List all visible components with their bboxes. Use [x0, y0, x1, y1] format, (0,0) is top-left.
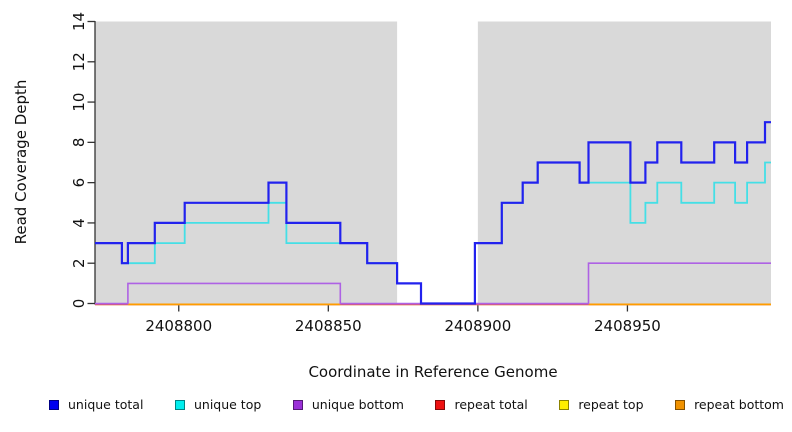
x-tick-label: 2408800 — [145, 317, 212, 335]
x-axis: 2408800 2408850 2408900 2408950 — [145, 304, 661, 335]
legend-swatch-icon — [559, 399, 570, 410]
legend-swatch-icon — [174, 399, 185, 410]
shaded-region — [477, 21, 771, 304]
legend-label: unique total — [68, 397, 144, 412]
legend-item-unique-total: unique total — [49, 397, 143, 412]
legend-swatch-icon — [435, 399, 446, 410]
x-axis-title: Coordinate in Reference Genome — [308, 363, 558, 381]
legend-item-repeat-top: repeat top — [559, 397, 644, 412]
legend-label: unique top — [193, 397, 262, 412]
y-axis-title: Read Coverage Depth — [12, 79, 30, 245]
y-tick-label: 0 — [70, 299, 88, 309]
legend-item-repeat-total: repeat total — [435, 397, 528, 412]
legend-item-unique-top: unique top — [174, 397, 262, 412]
series-unique-bottom — [95, 262, 771, 305]
y-tick-label: 2 — [70, 258, 88, 268]
x-tick-label: 2408950 — [594, 317, 661, 335]
shaded-region — [95, 21, 398, 304]
y-axis: 0 2 4 6 8 10 12 14 — [70, 12, 96, 309]
legend-label: repeat top — [578, 397, 644, 412]
legend-label: unique bottom — [311, 397, 404, 412]
y-tick-label: 8 — [70, 138, 88, 148]
y-tick-label: 4 — [70, 218, 88, 228]
legend-swatch-icon — [675, 399, 686, 410]
legend-item-repeat-bottom: repeat bottom — [675, 397, 784, 412]
legend-item-unique-bottom: unique bottom — [292, 397, 404, 412]
x-tick-label: 2408900 — [444, 317, 511, 335]
y-tick-label: 10 — [70, 93, 88, 112]
y-tick-label: 14 — [70, 12, 88, 31]
y-tick-label: 12 — [70, 52, 88, 71]
shaded-regions — [95, 21, 771, 304]
legend-swatch-icon — [49, 399, 59, 410]
legend-label: repeat total — [454, 397, 528, 412]
legend-label: repeat bottom — [694, 397, 784, 412]
y-tick-label: 6 — [70, 178, 88, 188]
series-unique-total — [95, 121, 771, 305]
legend-swatch-icon — [292, 399, 303, 410]
legend: unique total unique top unique bottom repea… — [49, 397, 784, 412]
x-tick-label: 2408850 — [295, 317, 362, 335]
